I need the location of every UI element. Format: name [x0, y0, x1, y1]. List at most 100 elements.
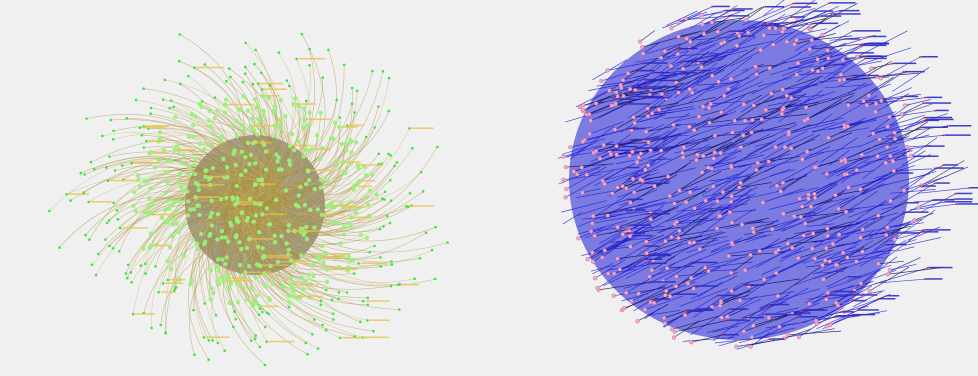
network-node	[645, 114, 650, 119]
network-node	[251, 82, 255, 86]
network-edge	[591, 264, 615, 272]
node-label-mark	[196, 66, 224, 69]
network-node	[866, 93, 871, 98]
network-edge	[802, 184, 838, 207]
network-node	[600, 178, 605, 183]
edge-tip	[811, 22, 814, 25]
network-node	[334, 221, 340, 226]
network-node	[861, 99, 866, 104]
network-edge	[116, 176, 252, 211]
network-node	[301, 125, 307, 130]
network-node	[191, 237, 196, 243]
node-label-mark	[239, 201, 264, 203]
network-edge	[771, 75, 824, 94]
node-label-mark	[345, 161, 361, 163]
network-edge	[586, 167, 626, 176]
network-edge	[807, 295, 829, 300]
edge-tip	[846, 276, 848, 278]
edge-tip	[727, 308, 730, 311]
network-node	[202, 336, 206, 339]
network-node	[307, 110, 312, 115]
network-node	[240, 123, 245, 128]
network-edge	[230, 127, 375, 223]
network-edge	[755, 64, 778, 67]
network-edge	[140, 204, 248, 266]
network-node	[732, 118, 737, 123]
network-node	[263, 167, 269, 172]
network-node	[261, 310, 264, 314]
edge-tip	[616, 98, 618, 101]
network-edge	[864, 155, 906, 164]
network-node	[296, 204, 301, 209]
network-node	[254, 334, 257, 337]
network-edge	[881, 204, 902, 210]
network-node	[235, 300, 241, 305]
network-node	[299, 275, 304, 281]
network-edge	[861, 174, 887, 189]
network-node	[337, 291, 341, 294]
network-node	[689, 340, 694, 345]
node-label-mark	[638, 87, 663, 90]
network-node	[172, 147, 177, 153]
network-node	[366, 319, 369, 322]
network-edge	[814, 176, 849, 195]
network-edge	[714, 128, 764, 153]
network-node	[662, 315, 667, 321]
edge-tip	[942, 164, 944, 167]
node-label-mark	[684, 60, 708, 63]
network-edge	[653, 134, 690, 139]
network-edge	[778, 229, 828, 251]
network-node	[165, 198, 170, 204]
network-node	[338, 241, 343, 246]
network-node	[296, 193, 301, 198]
network-edge	[647, 102, 679, 109]
network-edge	[238, 186, 251, 249]
network-node	[408, 192, 412, 195]
network-node	[587, 112, 592, 117]
network-node	[181, 152, 186, 157]
network-node	[206, 118, 212, 123]
node-label-mark	[251, 238, 275, 240]
node-label-mark	[360, 180, 376, 182]
network-edge	[646, 236, 698, 254]
network-node	[684, 36, 689, 41]
network-edge	[674, 67, 715, 99]
network-edge	[255, 226, 375, 258]
network-node	[239, 210, 244, 215]
network-node	[587, 131, 592, 136]
network-node	[249, 339, 253, 343]
network-node	[336, 265, 342, 270]
network-node	[773, 26, 778, 31]
network-node	[730, 130, 735, 135]
node-label-mark	[90, 201, 112, 203]
network-node	[318, 185, 323, 190]
network-edge	[737, 168, 791, 189]
network-node	[631, 115, 636, 120]
network-node	[902, 188, 907, 193]
network-edge	[894, 134, 930, 145]
network-node	[188, 207, 193, 212]
network-edge	[785, 236, 815, 240]
node-label-mark	[265, 256, 290, 259]
network-edge	[722, 175, 750, 193]
network-node	[126, 263, 130, 267]
network-edge	[106, 183, 238, 224]
network-node	[139, 264, 143, 267]
network-edge	[899, 164, 944, 189]
network-edge	[751, 129, 776, 133]
edge-tip	[904, 202, 906, 204]
network-node	[324, 267, 329, 272]
network-edge	[143, 226, 272, 314]
network-node	[722, 93, 727, 98]
network-edge	[768, 196, 820, 210]
network-node	[107, 219, 111, 222]
network-edge	[834, 242, 858, 248]
network-edge	[689, 113, 728, 128]
network-node	[241, 285, 246, 290]
network-edge	[596, 137, 645, 152]
network-edge	[805, 195, 855, 220]
node-label-mark	[852, 74, 880, 77]
network-node	[648, 300, 653, 305]
node-label-mark	[866, 57, 887, 60]
